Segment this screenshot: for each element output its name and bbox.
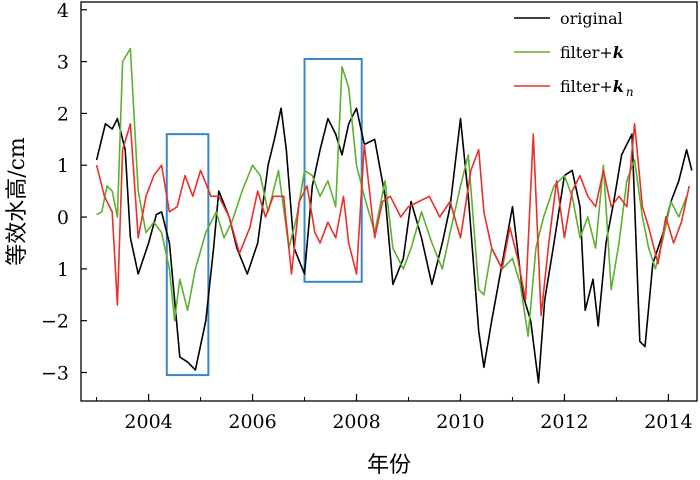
x-tick-label: 2006 bbox=[228, 411, 276, 433]
axes: −3 −2 1 0 1 2 3 4 2004 2006 2008 2010 2012 2014 bbox=[41, 0, 698, 433]
y-tick-label: 4 bbox=[57, 0, 69, 22]
y-tick-label: 3 bbox=[57, 52, 69, 74]
x-tick-label: 2010 bbox=[436, 411, 484, 433]
y-tick-label: −3 bbox=[41, 363, 69, 385]
y-tick-label: −2 bbox=[41, 311, 69, 333]
y-axis-title: 等效水高/cm bbox=[5, 137, 30, 266]
highlight-boxes bbox=[165, 58, 363, 377]
legend: original filter+k filter+k n bbox=[514, 9, 634, 99]
x-axis-title: 年份 bbox=[367, 453, 411, 478]
series-line-original bbox=[95, 107, 693, 384]
y-tick-label: 1 bbox=[57, 259, 69, 281]
plot-frame bbox=[80, 1, 698, 402]
series-line-filter-kn bbox=[95, 123, 690, 317]
y-tick-label: 2 bbox=[57, 103, 69, 125]
x-tick-label: 2008 bbox=[332, 411, 380, 433]
series-lines bbox=[95, 47, 693, 384]
x-tick-label: 2004 bbox=[124, 411, 172, 433]
series-line-filter-k bbox=[96, 47, 688, 338]
y-tick-label: 0 bbox=[57, 207, 69, 229]
highlight-box bbox=[303, 58, 363, 283]
x-tick-label: 2012 bbox=[540, 411, 588, 433]
y-tick-label: 1 bbox=[57, 155, 69, 177]
legend-label: original bbox=[560, 9, 623, 28]
legend-label: filter+k n bbox=[560, 77, 634, 99]
legend-label: filter+k bbox=[560, 43, 624, 62]
x-tick-label: 2014 bbox=[644, 411, 692, 433]
